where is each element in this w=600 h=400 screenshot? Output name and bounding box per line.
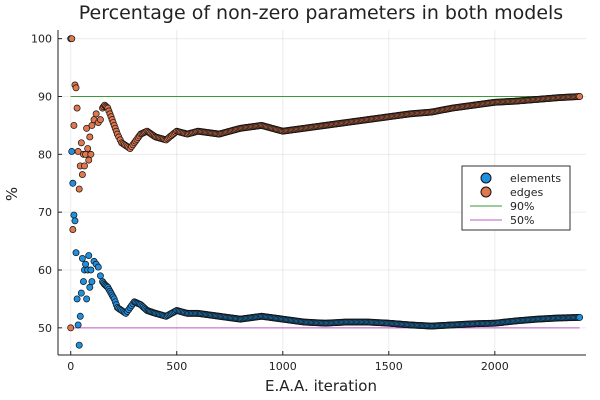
point-elements <box>576 313 584 321</box>
point-edges <box>83 124 91 132</box>
x-tick-label: 1000 <box>269 360 297 373</box>
chart-title: Percentage of non-zero parameters in bot… <box>79 2 563 24</box>
legend-box <box>461 165 571 231</box>
point-elements <box>78 254 86 262</box>
point-elements <box>75 341 83 349</box>
y-axis-label: % <box>3 187 21 201</box>
point-elements <box>79 278 87 286</box>
x-tick-label: 0 <box>67 360 74 373</box>
point-edges <box>70 121 78 129</box>
point-edges <box>72 84 80 92</box>
point-edges <box>78 171 86 179</box>
legend-label-50: 50% <box>510 214 534 227</box>
point-edges <box>75 185 83 193</box>
point-elements <box>68 147 76 155</box>
y-tick-label: 60 <box>38 264 52 277</box>
point-elements <box>96 272 104 280</box>
point-elements <box>74 321 82 329</box>
point-elements <box>85 252 93 259</box>
legend-marker-edges <box>480 186 492 198</box>
legend-label-edges: edges <box>510 186 544 199</box>
point-edges <box>77 139 85 147</box>
point-edges <box>81 162 88 170</box>
point-elements <box>72 249 80 257</box>
x-axis-label: E.A.A. iteration <box>265 377 377 395</box>
y-tick-label: 70 <box>38 206 52 219</box>
point-edges <box>74 147 82 155</box>
point-elements <box>69 179 77 187</box>
point-edges <box>96 116 104 124</box>
axes <box>57 30 586 356</box>
point-edges <box>68 35 76 43</box>
x-tick-labels: 0 500 1000 1500 2000 <box>67 360 509 373</box>
point-edges <box>86 133 94 141</box>
x-tick-label: 2000 <box>481 360 509 373</box>
x-tick-label: 1500 <box>375 360 403 373</box>
legend-label-90: 90% <box>510 200 534 213</box>
point-edges <box>69 226 77 233</box>
point-elements <box>94 263 102 271</box>
point-edges <box>87 150 95 158</box>
point-edges <box>85 156 93 164</box>
point-edges <box>576 93 584 100</box>
data-points <box>67 35 584 349</box>
point-edges <box>84 145 92 152</box>
point-edges <box>88 121 96 129</box>
point-edges <box>67 324 75 332</box>
y-tick-label: 50 <box>38 322 52 335</box>
series-edges <box>67 35 584 332</box>
series-elements <box>67 35 584 349</box>
point-elements <box>76 312 84 320</box>
point-edges <box>73 104 81 112</box>
y-tick-label: 100 <box>31 33 52 46</box>
legend-label-elements: elements <box>510 172 561 185</box>
reference-lines <box>70 96 580 329</box>
point-elements <box>77 289 85 297</box>
point-elements <box>87 266 95 274</box>
point-elements <box>71 217 79 225</box>
point-elements <box>88 278 96 286</box>
legend-marker-elements <box>480 172 492 184</box>
point-elements <box>86 283 94 291</box>
y-tick-labels: 50 60 70 80 90 100 <box>31 33 52 335</box>
x-tick-label: 500 <box>166 360 187 373</box>
y-tick-label: 80 <box>38 148 52 161</box>
point-elements <box>70 211 78 219</box>
y-tick-label: 90 <box>38 91 52 104</box>
point-edges <box>92 110 100 118</box>
point-elements <box>73 295 81 303</box>
point-elements <box>83 295 91 303</box>
point-elements <box>82 260 90 268</box>
